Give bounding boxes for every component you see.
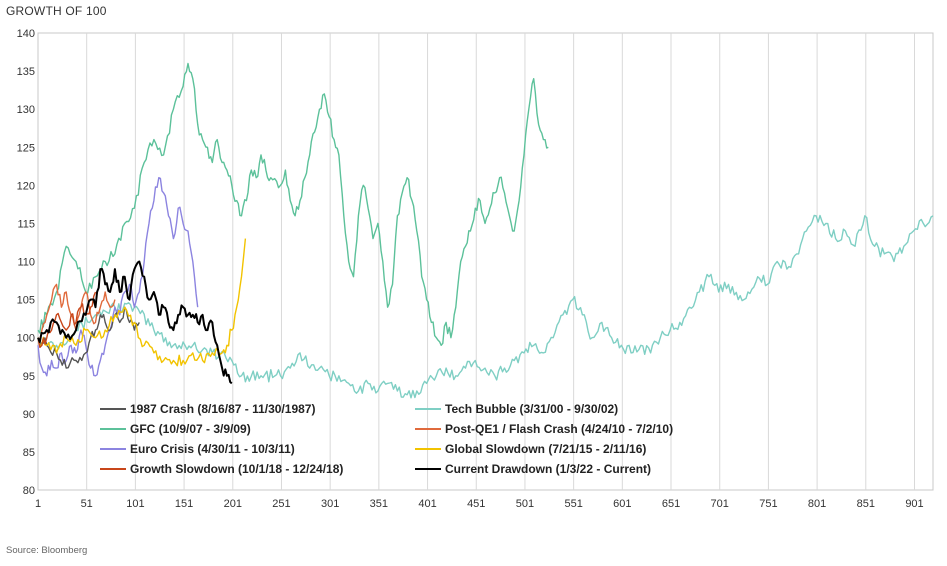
x-tick-label: 701 — [711, 498, 729, 510]
y-tick-label: 130 — [17, 104, 35, 116]
y-tick-label: 95 — [23, 371, 35, 383]
y-tick-label: 85 — [23, 447, 35, 459]
x-tick-label: 551 — [564, 498, 582, 510]
series-line-gfc — [37, 62, 549, 346]
x-tick-label: 501 — [516, 498, 534, 510]
plot-frame — [37, 32, 934, 491]
y-tick-label: 105 — [17, 295, 35, 307]
series-line-tech-bubble — [37, 214, 934, 399]
x-tick-label: 51 — [81, 498, 93, 510]
legend-label: Euro Crisis (4/30/11 - 10/3/11) — [130, 442, 295, 456]
y-tick-label: 120 — [17, 180, 35, 192]
x-tick-label: 401 — [418, 498, 436, 510]
y-tick-label: 110 — [17, 257, 35, 269]
y-tick-label: 115 — [17, 218, 35, 230]
axis-layer: 1 51 101 151 201 251 301 351 401 451 501 551 601 651 7… — [17, 28, 924, 510]
y-tick-label: 100 — [17, 333, 35, 345]
y-tick-label: 80 — [23, 485, 35, 497]
y-tick-label: 140 — [17, 28, 35, 40]
x-tick-label: 851 — [857, 498, 875, 510]
x-tick-label: 351 — [370, 498, 388, 510]
y-tick-label: 90 — [23, 409, 35, 421]
x-tick-label: 1 — [35, 498, 41, 510]
x-tick-label: 451 — [467, 498, 485, 510]
x-tick-label: 801 — [808, 498, 826, 510]
legend: 1987 Crash (8/16/87 - 11/30/1987) Tech Bu… — [100, 402, 673, 476]
series-layer — [37, 62, 934, 399]
chart-title: GROWTH OF 100 — [6, 4, 107, 18]
x-tick-label: 201 — [224, 498, 242, 510]
x-tick-label: 751 — [759, 498, 777, 510]
y-tick-label: 135 — [17, 66, 35, 78]
x-tick-label: 601 — [613, 498, 631, 510]
grid-layer — [37, 32, 934, 491]
x-tick-label: 651 — [662, 498, 680, 510]
legend-label: Growth Slowdown (10/1/18 - 12/24/18) — [130, 462, 343, 476]
legend-label: Tech Bubble (3/31/00 - 9/30/02) — [445, 402, 618, 416]
x-tick-label: 251 — [272, 498, 290, 510]
legend-label: Global Slowdown (7/21/15 - 2/11/16) — [445, 442, 646, 456]
source-note: Source: Bloomberg — [6, 545, 88, 556]
legend-label: Post-QE1 / Flash Crash (4/24/10 - 7/2/10… — [445, 422, 673, 436]
y-tick-label: 125 — [17, 142, 35, 154]
series-line-current-drawdown — [37, 260, 233, 385]
legend-label: GFC (10/9/07 - 3/9/09) — [130, 422, 251, 436]
x-tick-label: 301 — [321, 498, 339, 510]
legend-label: 1987 Crash (8/16/87 - 11/30/1987) — [130, 402, 315, 416]
x-tick-label: 901 — [905, 498, 923, 510]
x-tick-label: 101 — [126, 498, 144, 510]
x-tick-label: 151 — [175, 498, 193, 510]
legend-label: Current Drawdown (1/3/22 - Current) — [445, 462, 651, 476]
series-line-global-slowdown — [37, 238, 247, 367]
